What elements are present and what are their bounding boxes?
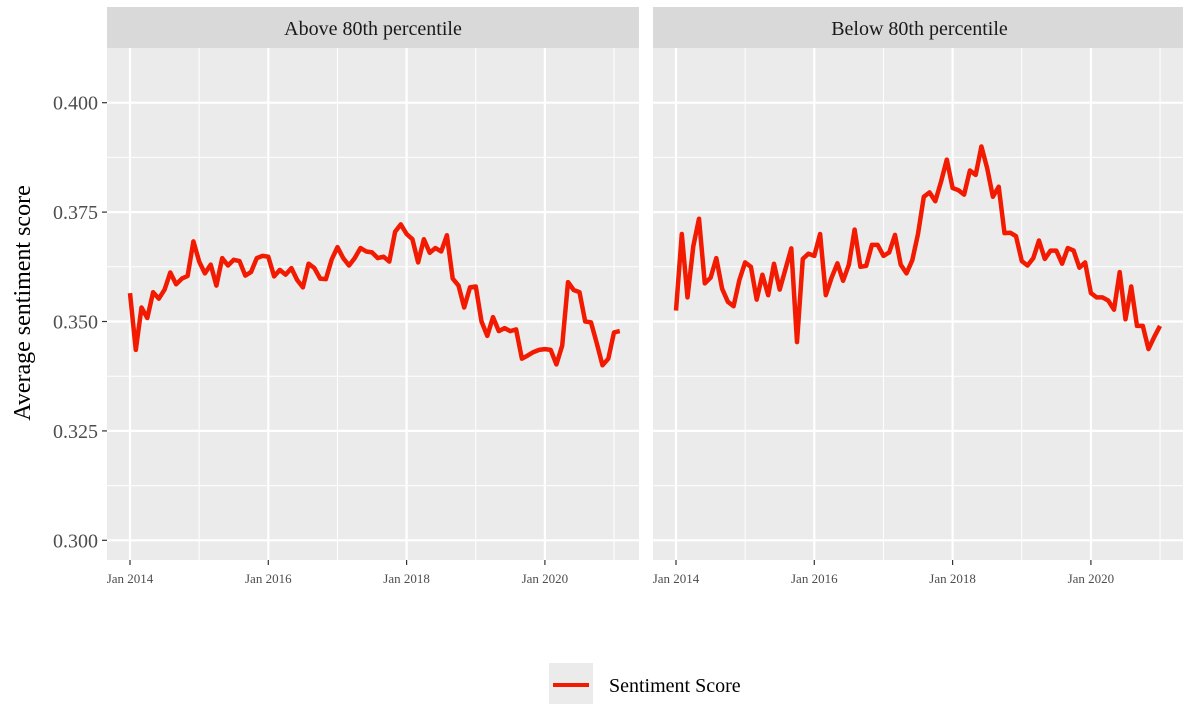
y-tick-label: 0.400 (53, 93, 98, 115)
facet-panel-2: Below 80th percentile Jan 2014 Jan 2016 Jan… (653, 7, 1183, 586)
y-tick-label: 0.350 (53, 312, 98, 334)
x-tick-label: Jan 2014 (653, 571, 700, 586)
x-tick-label: Jan 2018 (929, 571, 976, 586)
facet-strip (653, 7, 1183, 48)
x-tick-label: Jan 2016 (791, 571, 838, 586)
facet-panel-1: Above 80th percentile Jan 2014 Jan 2016 Jan… (53, 7, 639, 586)
x-tick-label: Jan 2020 (522, 571, 569, 586)
panel-background (107, 48, 639, 560)
facets-group: Above 80th percentile Jan 2014 Jan 2016 Jan… (53, 7, 1183, 586)
series-line-sentiment-score (673, 144, 1162, 352)
y-tick-label: 0.300 (53, 530, 98, 552)
y-tick-label: 0.375 (53, 202, 98, 224)
legend: Sentiment Score (549, 663, 741, 704)
facet-strip (107, 7, 639, 48)
facet-strip-label: Below 80th percentile (831, 18, 1008, 40)
y-axis-label: Average sentiment score (10, 185, 36, 420)
series-line-sentiment-score (127, 222, 621, 368)
x-tick-label: Jan 2018 (383, 571, 430, 586)
x-tick-label: Jan 2016 (245, 571, 292, 586)
legend-label: Sentiment Score (609, 675, 741, 697)
x-tick-label: Jan 2014 (107, 571, 154, 586)
panel-background (653, 48, 1183, 560)
facet-strip-label: Above 80th percentile (284, 18, 462, 40)
x-tick-label: Jan 2020 (1068, 571, 1115, 586)
y-tick-label: 0.325 (53, 421, 98, 443)
